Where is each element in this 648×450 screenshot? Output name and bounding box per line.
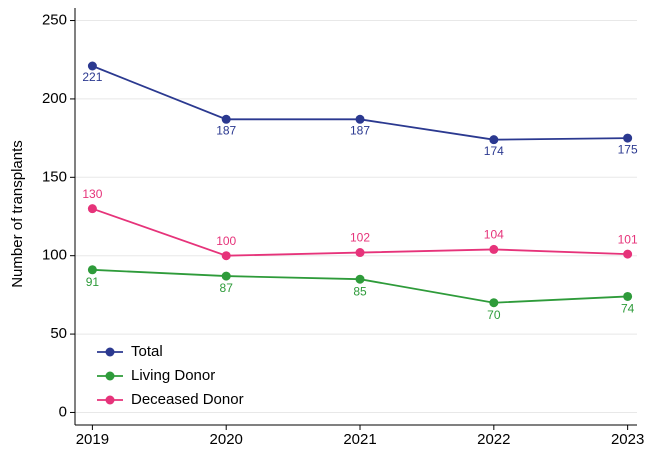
data-label: 175 — [618, 142, 638, 156]
data-label: 174 — [484, 144, 504, 158]
data-point — [489, 135, 499, 145]
data-label: 104 — [484, 228, 504, 242]
legend-label: Deceased Donor — [131, 391, 244, 408]
y-tick-label: 50 — [50, 325, 67, 342]
data-point — [623, 249, 633, 259]
data-label: 221 — [82, 70, 102, 84]
y-axis-label: Number of transplants — [9, 140, 26, 288]
legend-marker — [105, 371, 115, 381]
data-point — [489, 244, 499, 254]
data-point — [221, 114, 231, 124]
y-tick-label: 100 — [42, 247, 67, 264]
legend-marker — [105, 347, 115, 357]
x-tick-label: 2020 — [210, 431, 243, 448]
data-point — [221, 251, 231, 261]
y-tick-label: 0 — [59, 403, 67, 420]
legend-label: Total — [131, 343, 163, 360]
y-tick-label: 200 — [42, 90, 67, 107]
x-tick-label: 2021 — [343, 431, 376, 448]
data-point — [87, 61, 97, 71]
data-label: 85 — [353, 284, 367, 298]
data-label: 130 — [82, 187, 102, 201]
data-point — [623, 133, 633, 143]
data-point — [489, 298, 499, 308]
data-point — [355, 248, 365, 258]
data-label: 187 — [350, 123, 370, 137]
data-label: 74 — [621, 302, 635, 316]
data-label: 102 — [350, 231, 370, 245]
data-label: 101 — [618, 232, 638, 246]
data-point — [87, 265, 97, 275]
y-tick-label: 250 — [42, 12, 67, 29]
data-point — [623, 291, 633, 301]
x-tick-label: 2022 — [477, 431, 510, 448]
data-label: 70 — [487, 308, 501, 322]
data-point — [221, 271, 231, 281]
data-point — [355, 274, 365, 284]
legend-label: Living Donor — [131, 367, 215, 384]
y-tick-label: 150 — [42, 168, 67, 185]
x-tick-label: 2019 — [76, 431, 109, 448]
data-point — [355, 114, 365, 124]
x-tick-label: 2023 — [611, 431, 644, 448]
data-label: 87 — [220, 281, 234, 295]
data-label: 100 — [216, 234, 236, 248]
data-label: 187 — [216, 123, 236, 137]
data-label: 91 — [86, 275, 100, 289]
data-point — [87, 204, 97, 214]
legend-marker — [105, 395, 115, 405]
